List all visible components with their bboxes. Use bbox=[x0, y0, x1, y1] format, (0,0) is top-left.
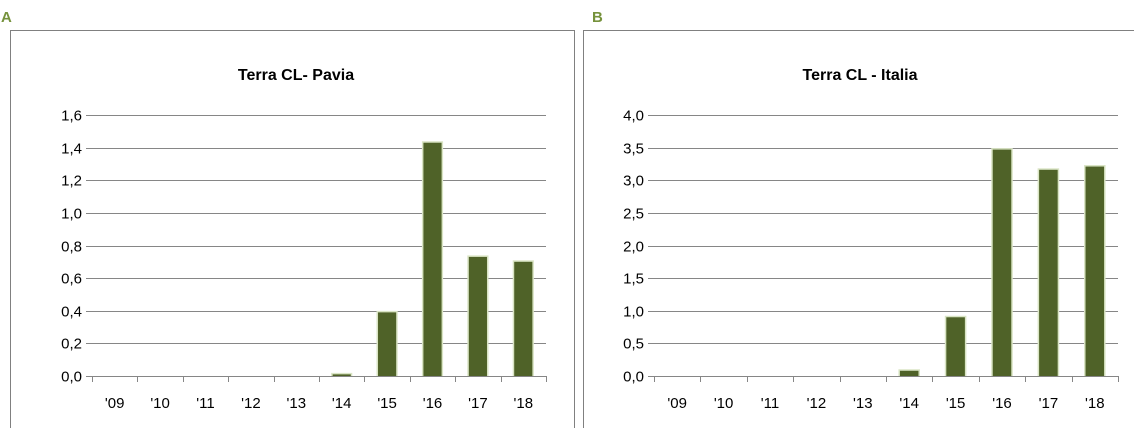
bar bbox=[1039, 169, 1058, 376]
y-tick-label: 1,2 bbox=[61, 173, 82, 190]
y-tick-label: 0,8 bbox=[61, 239, 82, 256]
x-tick-label: '11 bbox=[761, 395, 779, 412]
x-tick-label: '13 bbox=[287, 395, 307, 412]
x-tick-label: '14 bbox=[332, 395, 352, 412]
chart-title-a: Terra CL- Pavia bbox=[238, 67, 354, 84]
y-tick-labels-a: 0,0 0,2 0,4 0,6 0,8 1,0 1,2 1,4 1,6 bbox=[61, 108, 82, 386]
x-tick-label: '09 bbox=[105, 395, 125, 412]
x-tick-labels-a: '09 '10 '11 '12 '13 '14 '15 '16 '17 '18 bbox=[92, 376, 547, 412]
y-tick-label: 2,5 bbox=[623, 206, 644, 223]
x-tick-label: '12 bbox=[241, 395, 261, 412]
x-tick-label: '15 bbox=[377, 395, 397, 412]
chart-frame-a bbox=[10, 30, 575, 428]
bar bbox=[514, 261, 533, 376]
y-tick-label: 2,0 bbox=[623, 239, 644, 256]
x-tick-label: '16 bbox=[423, 395, 443, 412]
x-tick-label: '09 bbox=[667, 395, 687, 412]
x-tick-label: '15 bbox=[946, 395, 966, 412]
x-tick-label: '13 bbox=[853, 395, 873, 412]
x-tick-label: '10 bbox=[714, 395, 734, 412]
bar bbox=[423, 142, 442, 376]
x-tick-label: '11 bbox=[196, 395, 214, 412]
bar bbox=[992, 149, 1012, 376]
chart-panel-b: B Terra CL - Italia 0,0 0,5 1,0 1,5 2,0 2,5 3,… bbox=[583, 9, 1134, 428]
y-tick-label: 1,0 bbox=[61, 206, 82, 223]
x-tick-label: '12 bbox=[807, 395, 827, 412]
y-tick-labels-b: 0,0 0,5 1,0 1,5 2,0 2,5 3,0 3,5 4,0 bbox=[623, 108, 644, 386]
x-tick-label: '18 bbox=[1085, 395, 1105, 412]
chart-frame-b bbox=[583, 30, 1134, 428]
x-tick-label: '16 bbox=[992, 395, 1012, 412]
y-tick-label: 3,5 bbox=[623, 141, 644, 158]
x-tick-label: '17 bbox=[468, 395, 488, 412]
bar bbox=[899, 370, 919, 376]
bar bbox=[332, 374, 351, 376]
y-tick-label: 0,5 bbox=[623, 336, 644, 353]
x-tick-labels-b: '09 '10 '11 '12 '13 '14 '15 '16 '17 '18 bbox=[654, 376, 1119, 412]
bars-a bbox=[331, 141, 534, 376]
y-tick-label: 0,2 bbox=[61, 336, 82, 353]
bar bbox=[468, 256, 487, 376]
x-tick-label: '17 bbox=[1039, 395, 1059, 412]
chart-panel-a: A Terra CL- Pavia 0,0 0,2 0,4 0,6 0,8 1,0 1,2 1… bbox=[1, 9, 575, 428]
y-tick-label: 4,0 bbox=[623, 108, 644, 125]
y-tick-label: 0,0 bbox=[61, 369, 82, 386]
bar bbox=[378, 312, 397, 376]
x-tick-label: '18 bbox=[514, 395, 534, 412]
y-tick-label: 3,0 bbox=[623, 173, 644, 190]
chart-title-b: Terra CL - Italia bbox=[803, 67, 918, 84]
y-tick-label: 1,6 bbox=[61, 108, 82, 125]
y-tick-label: 0,4 bbox=[61, 304, 82, 321]
panel-letter-b: B bbox=[592, 9, 603, 26]
bar bbox=[1085, 166, 1105, 376]
y-tick-label: 0,0 bbox=[623, 369, 644, 386]
bar bbox=[946, 317, 965, 376]
bars-b bbox=[898, 148, 1106, 376]
y-tick-label: 1,4 bbox=[61, 141, 82, 158]
panel-letter-a: A bbox=[1, 9, 12, 26]
y-tick-label: 1,0 bbox=[623, 304, 644, 321]
y-gridlines-a bbox=[86, 115, 546, 377]
x-tick-label: '10 bbox=[150, 395, 170, 412]
y-tick-label: 0,6 bbox=[61, 271, 82, 288]
y-tick-label: 1,5 bbox=[623, 271, 644, 288]
x-tick-label: '14 bbox=[899, 395, 919, 412]
